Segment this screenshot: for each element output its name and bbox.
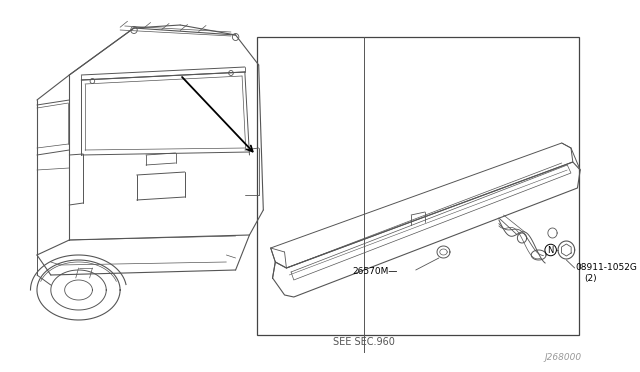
Text: (2): (2)	[584, 273, 596, 282]
Text: 26570M—: 26570M—	[352, 267, 397, 276]
Text: N: N	[547, 246, 554, 254]
Text: 08911-1052G: 08911-1052G	[575, 263, 637, 273]
Text: SEE SEC.960: SEE SEC.960	[333, 337, 395, 347]
Text: J268000: J268000	[545, 353, 582, 362]
Bar	[257, 37, 579, 335]
